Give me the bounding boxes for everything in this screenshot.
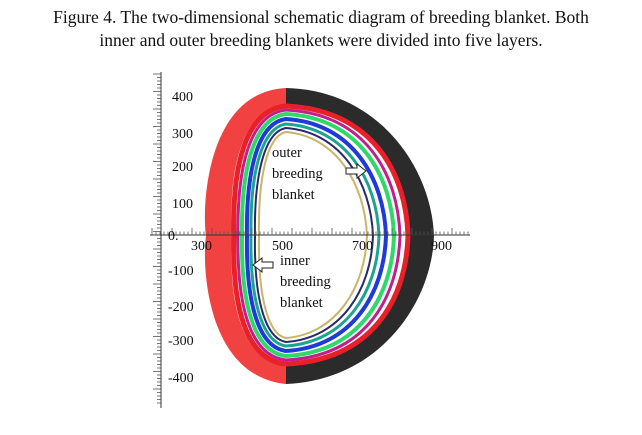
y-tick-300: 300 (172, 127, 193, 142)
outer-label-line-2: breeding (272, 166, 323, 182)
inner-label-line-2: breeding (280, 274, 331, 290)
y-tick-neg200: -200 (168, 300, 194, 315)
y-tick-400: 400 (172, 90, 193, 105)
y-tick-neg300: -300 (168, 334, 194, 349)
caption-line-1: Figure 4. The two-dimensional schematic … (53, 7, 589, 27)
inner-blanket-shell (204, 88, 286, 384)
layer-ring-dark (253, 126, 375, 344)
outer-blanket-label: outer breeding blanket (272, 145, 323, 203)
layer-ring-magenta (236, 108, 402, 362)
y-tick-100: 100 (172, 197, 193, 212)
x-tick-500: 500 (272, 239, 293, 254)
inner-pointer-arrow-icon (252, 256, 274, 274)
outer-label-line-1: outer (272, 145, 302, 161)
layer-ring-teal (249, 122, 381, 348)
outer-pointer-arrow-icon (345, 162, 367, 180)
y-tick-neg100: -100 (168, 264, 194, 279)
y-tick-neg400: -400 (168, 371, 194, 386)
layer-ring-blue (244, 116, 389, 354)
inner-label-line-3: blanket (280, 295, 323, 311)
origin-label: 0. (168, 229, 179, 244)
x-tick-300: 300 (191, 239, 212, 254)
layer-ring-green (239, 111, 397, 359)
inner-blanket-label: inner breeding blanket (280, 253, 331, 311)
outer-blanket-shell (286, 88, 434, 384)
inner-label-line-1: inner (280, 253, 310, 269)
x-tick-700: 700 (352, 239, 373, 254)
caption-line-2: inner and outer breeding blankets were d… (99, 30, 543, 50)
y-axis-minor-ticks (153, 73, 161, 404)
blanket-layer-rings (231, 103, 411, 367)
x-tick-900: 900 (431, 239, 452, 254)
figure-caption: Figure 4. The two-dimensional schematic … (0, 6, 642, 52)
plasma-boundary (257, 130, 369, 340)
outer-label-line-3: blanket (272, 187, 315, 203)
y-tick-200: 200 (172, 160, 193, 175)
x-axis-minor-ticks (151, 228, 469, 235)
layer-ring-red (231, 103, 411, 367)
